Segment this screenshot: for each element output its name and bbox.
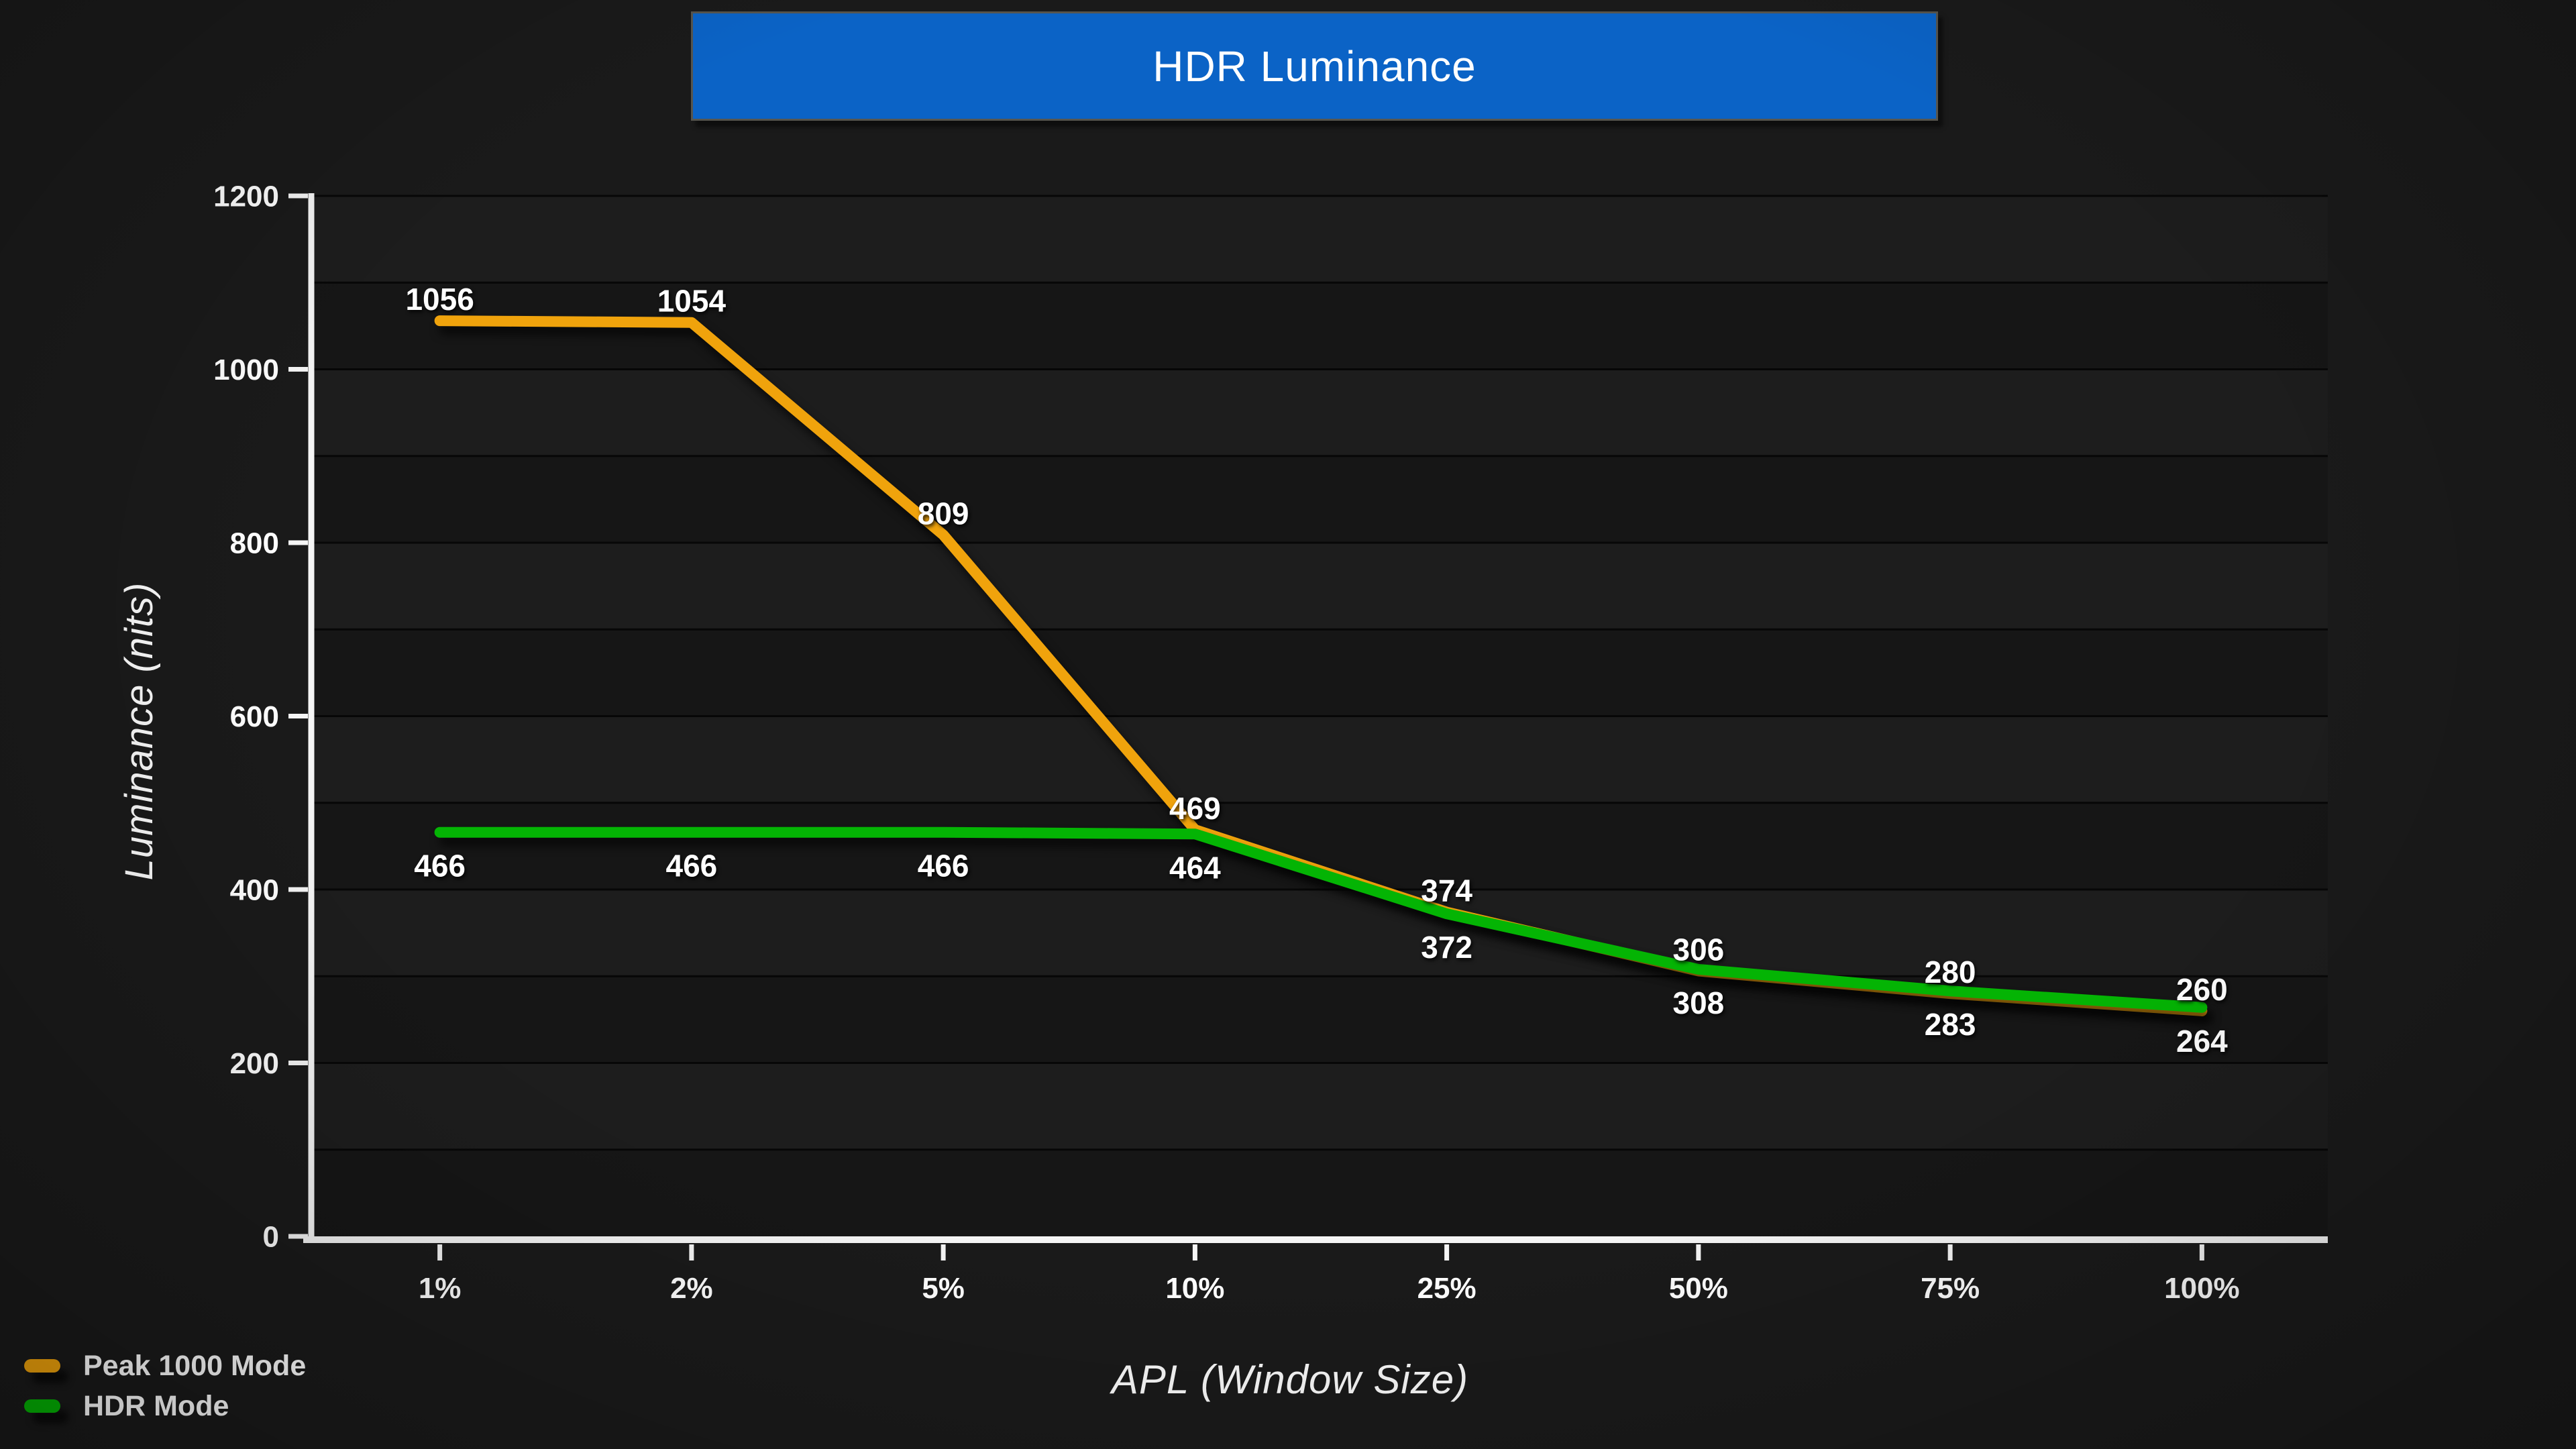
data-label-hdr-mode-75%: 283 [1925, 1007, 1976, 1042]
legend-label-peak-1000-mode: Peak 1000 Mode [83, 1349, 307, 1382]
y-tick-label: 400 [230, 873, 279, 906]
y-axis-title: Luminance (nits) [117, 582, 161, 881]
peak-1000-mode-line-marker-icon [24, 1359, 60, 1373]
grid-band [314, 543, 2328, 630]
chart-title-banner: HDR Luminance [691, 11, 1938, 121]
data-label-peak-1000-mode-5%: 809 [918, 496, 969, 531]
data-label-hdr-mode-2%: 466 [666, 849, 718, 883]
data-label-hdr-mode-5%: 466 [918, 849, 969, 883]
data-label-peak-1000-mode-1%: 1056 [405, 282, 474, 317]
data-label-peak-1000-mode-75%: 280 [1925, 955, 1976, 989]
y-tick-label: 800 [230, 527, 279, 559]
x-tick-label: 1% [419, 1272, 462, 1305]
grid-band [314, 196, 2328, 283]
data-label-peak-1000-mode-100%: 260 [2176, 972, 2228, 1007]
y-tick-label: 1000 [213, 354, 279, 386]
data-label-hdr-mode-50%: 308 [1673, 985, 1725, 1020]
grid-band [314, 369, 2328, 456]
y-tick-label: 200 [230, 1047, 279, 1080]
hdr-mode-line-marker-icon [24, 1399, 60, 1413]
series-line-hdr-mode [434, 826, 2208, 1013]
grid-band [314, 1149, 2328, 1236]
x-tick-label: 50% [1669, 1272, 1728, 1305]
grid-band [314, 629, 2328, 716]
data-label-hdr-mode-25%: 372 [1421, 930, 1472, 965]
data-label-hdr-mode-10%: 464 [1169, 850, 1221, 885]
y-tick-label: 1200 [213, 180, 279, 213]
x-tick-label: 2% [670, 1272, 713, 1305]
grid-band [314, 455, 2328, 543]
legend: Peak 1000 Mode HDR Mode [24, 1349, 307, 1422]
legend-item-peak-1000-mode: Peak 1000 Mode [24, 1349, 307, 1382]
y-tick-label: 600 [230, 700, 279, 733]
chart-title: HDR Luminance [1152, 42, 1477, 91]
x-tick-label: 5% [922, 1272, 965, 1305]
data-label-peak-1000-mode-25%: 374 [1421, 873, 1472, 908]
x-axis-title: APL (Window Size) [1111, 1357, 1469, 1402]
data-label-peak-1000-mode-10%: 469 [1169, 791, 1221, 826]
x-tick-label: 100% [2164, 1272, 2240, 1305]
data-label-peak-1000-mode-50%: 306 [1673, 932, 1725, 967]
legend-label-hdr-mode: HDR Mode [83, 1389, 229, 1422]
x-tick-label: 25% [1417, 1272, 1477, 1305]
grid-band [314, 976, 2328, 1063]
x-tick-label: 10% [1165, 1272, 1224, 1305]
y-tick-label: 0 [263, 1220, 279, 1253]
data-label-peak-1000-mode-2%: 1054 [657, 284, 727, 319]
data-label-hdr-mode-1%: 466 [414, 849, 466, 883]
x-tick-label: 75% [1921, 1272, 1980, 1305]
grid-band [314, 1063, 2328, 1150]
grid-band [314, 890, 2328, 977]
data-label-hdr-mode-100%: 264 [2176, 1024, 2228, 1059]
legend-item-hdr-mode: HDR Mode [24, 1389, 306, 1422]
grid-band [314, 716, 2328, 803]
